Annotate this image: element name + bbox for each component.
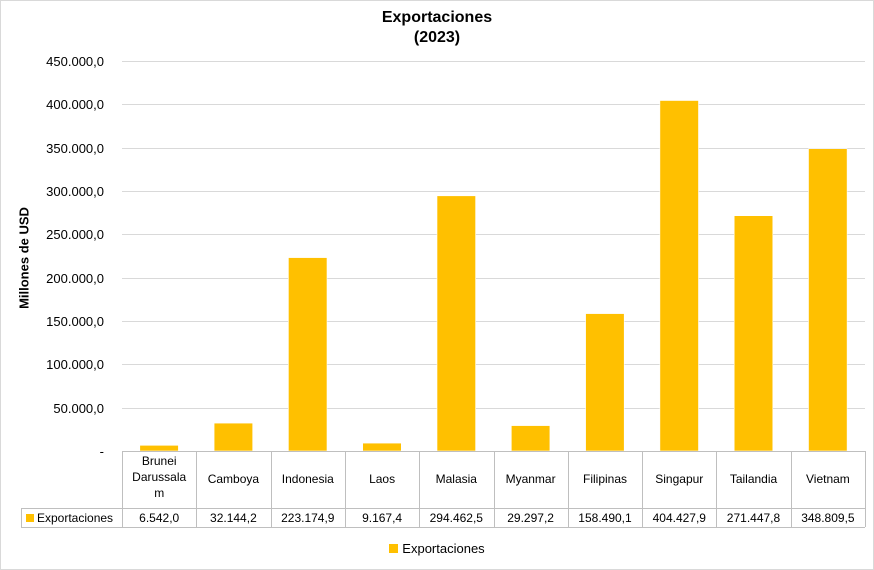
y-tick-label: 100.000,0 <box>46 357 104 372</box>
chart-title-main: Exportaciones <box>381 9 493 26</box>
row-header-swatch <box>26 514 34 522</box>
category-label-line: Laos <box>369 472 395 486</box>
bar <box>362 442 402 452</box>
y-axis-ticks: - 50.000,0 100.000,0 150.000,0 200.000,0 250.… <box>46 54 104 459</box>
value-cell: 348.809,5 <box>801 511 855 525</box>
value-cell: 294.462,5 <box>430 511 484 525</box>
bar <box>808 148 848 452</box>
category-label: Singapur <box>655 472 703 486</box>
y-tick-label: 450.000,0 <box>46 54 104 69</box>
category-label-line: Malasia <box>436 472 478 486</box>
category-label-line: m <box>154 486 164 500</box>
value-cell: 404.427,9 <box>653 511 707 525</box>
category-label: Laos <box>369 472 395 486</box>
y-tick-label: 50.000,0 <box>53 401 104 416</box>
bar <box>139 444 179 452</box>
category-label-line: Camboya <box>208 472 260 486</box>
data-table: Brunei Darussala m Camboya Indonesia Laos Mala… <box>21 451 866 528</box>
category-label-line: Indonesia <box>282 472 334 486</box>
bar <box>288 257 328 452</box>
category-label-line: Brunei <box>142 454 177 468</box>
value-cell: 29.297,2 <box>507 511 554 525</box>
category-label: Filipinas <box>583 472 627 486</box>
bar <box>213 422 254 452</box>
legend-swatch <box>389 544 399 553</box>
category-label-line: Myanmar <box>506 472 556 486</box>
category-label: Indonesia <box>282 472 334 486</box>
y-tick-label: 300.000,0 <box>46 184 104 199</box>
category-label-line: Tailandia <box>730 472 778 486</box>
category-label: Vietnam <box>806 472 850 486</box>
y-tick-label: 200.000,0 <box>46 271 104 286</box>
category-label-line: Singapur <box>655 472 703 486</box>
value-cell: 32.144,2 <box>210 511 257 525</box>
row-header-label: Exportaciones <box>37 511 113 525</box>
value-cell: 6.542,0 <box>139 511 179 525</box>
y-tick-label: 350.000,0 <box>46 141 104 156</box>
legend-label: Exportaciones <box>402 541 485 556</box>
value-cell: 9.167,4 <box>362 511 402 525</box>
y-tick-label: 250.000,0 <box>46 227 104 242</box>
value-cell: 223.174,9 <box>281 511 335 525</box>
y-tick-label: - <box>100 444 104 459</box>
y-tick-label: 150.000,0 <box>46 314 104 329</box>
bar <box>436 195 476 452</box>
category-label-line: Vietnam <box>806 472 850 486</box>
category-label: Malasia <box>436 472 478 486</box>
category-label-line: Darussala <box>132 470 186 484</box>
value-cell: 271.447,8 <box>727 511 781 525</box>
category-label: Tailandia <box>730 472 778 486</box>
legend: Exportaciones <box>0 541 874 556</box>
bars <box>139 100 848 452</box>
category-label: Camboya <box>208 472 260 486</box>
category-label: Brunei Darussala m <box>132 454 186 500</box>
category-label-line: Filipinas <box>583 472 627 486</box>
category-label: Myanmar <box>506 472 556 486</box>
chart-subtitle: (2023) <box>413 29 461 46</box>
bar <box>733 215 774 452</box>
bar <box>585 313 625 452</box>
y-tick-label: 400.000,0 <box>46 97 104 112</box>
bar <box>659 100 699 452</box>
bar <box>510 425 551 452</box>
value-cell: 158.490,1 <box>578 511 632 525</box>
chart-title: Exportaciones (2023) <box>0 8 874 48</box>
